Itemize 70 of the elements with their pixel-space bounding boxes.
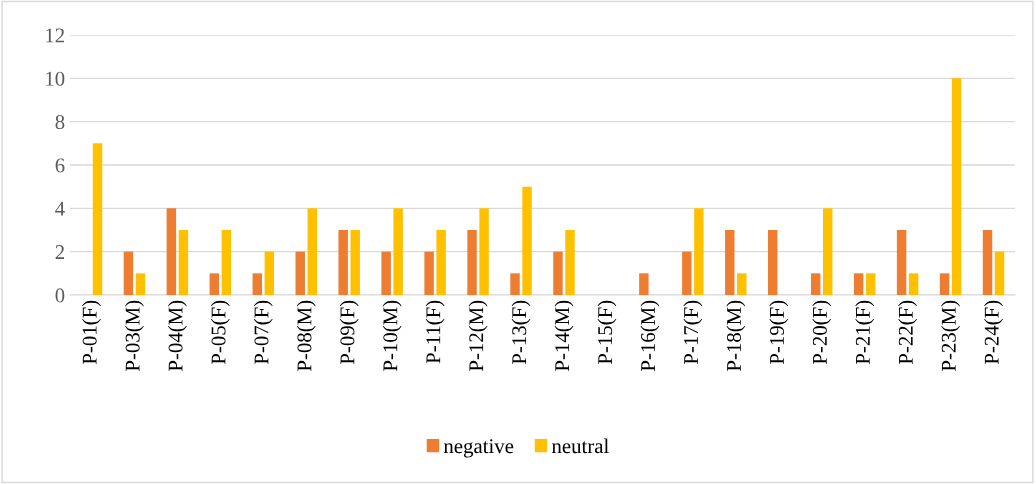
bar (982, 230, 993, 295)
bar (307, 208, 317, 295)
bar (135, 273, 146, 295)
bar (295, 251, 305, 295)
x-tick-label: P-03(M) (124, 300, 144, 372)
x-tick-label: P-15(F) (597, 300, 617, 365)
bar (424, 251, 434, 295)
x-tick-label: P-14(M) (554, 300, 574, 372)
bar (123, 251, 134, 295)
x-tick-label: P-22(F) (898, 300, 918, 365)
legend-label: negative (443, 439, 514, 458)
y-tick-label: 2 (55, 245, 64, 259)
y-tick-label: 8 (55, 115, 65, 130)
bar (565, 230, 575, 295)
y-tick-label: 0 (55, 288, 65, 303)
x-tick-label: P-12(M) (468, 300, 488, 372)
bar (393, 208, 403, 295)
bar (725, 230, 735, 295)
bar (553, 251, 563, 295)
bar (865, 273, 876, 295)
bar (994, 251, 1005, 295)
bar (479, 208, 489, 295)
bar (682, 251, 692, 295)
bar (264, 251, 275, 295)
bar (822, 208, 833, 295)
bar (639, 273, 649, 295)
y-tick-label: 6 (55, 158, 65, 173)
bar (338, 230, 348, 295)
x-tick-label: P-10(M) (382, 300, 402, 372)
bar (381, 251, 391, 295)
x-tick-label: P-08(M) (296, 300, 316, 372)
bar (737, 273, 747, 295)
x-tick-label: P-13(F) (511, 300, 531, 365)
x-tick-label: P-20(F) (812, 300, 832, 365)
x-tick-label: P-07(F) (253, 300, 273, 365)
x-tick-label: P-23(M) (941, 300, 961, 372)
x-tick-label: P-17(F) (683, 300, 703, 365)
x-tick-label: P-21(F) (855, 300, 875, 365)
bar (939, 273, 950, 295)
bar (166, 208, 177, 295)
x-tick-label: P-04(M) (167, 300, 187, 372)
legend-label: neutral (551, 438, 609, 454)
bar (694, 208, 704, 295)
x-tick-label: P-16(M) (640, 300, 660, 372)
bar (436, 230, 446, 295)
bar (908, 273, 919, 295)
bar (209, 273, 220, 295)
bar (522, 186, 532, 295)
bar (467, 230, 477, 295)
y-tick-label: 12 (46, 28, 64, 43)
bar (350, 230, 360, 295)
bar (178, 230, 189, 295)
x-tick-label: P-18(M) (726, 300, 746, 372)
bar (951, 78, 962, 295)
bar (768, 230, 778, 295)
bar (252, 273, 263, 295)
y-tick-label: 10 (46, 71, 65, 86)
bar (810, 273, 821, 295)
bar (853, 273, 864, 295)
x-tick-label: P-24(F) (984, 300, 1003, 365)
bar (510, 273, 520, 295)
x-tick-label: P-05(F) (210, 300, 230, 365)
x-tick-label: P-09(F) (339, 300, 359, 365)
bar (92, 143, 103, 295)
bar (221, 230, 232, 295)
y-tick-label: 4 (55, 201, 65, 216)
x-tick-label: P-19(F) (769, 300, 789, 365)
x-tick-label: P-01(F) (82, 300, 101, 365)
bar (896, 230, 907, 295)
x-tick-label: P-11(F) (425, 300, 445, 364)
